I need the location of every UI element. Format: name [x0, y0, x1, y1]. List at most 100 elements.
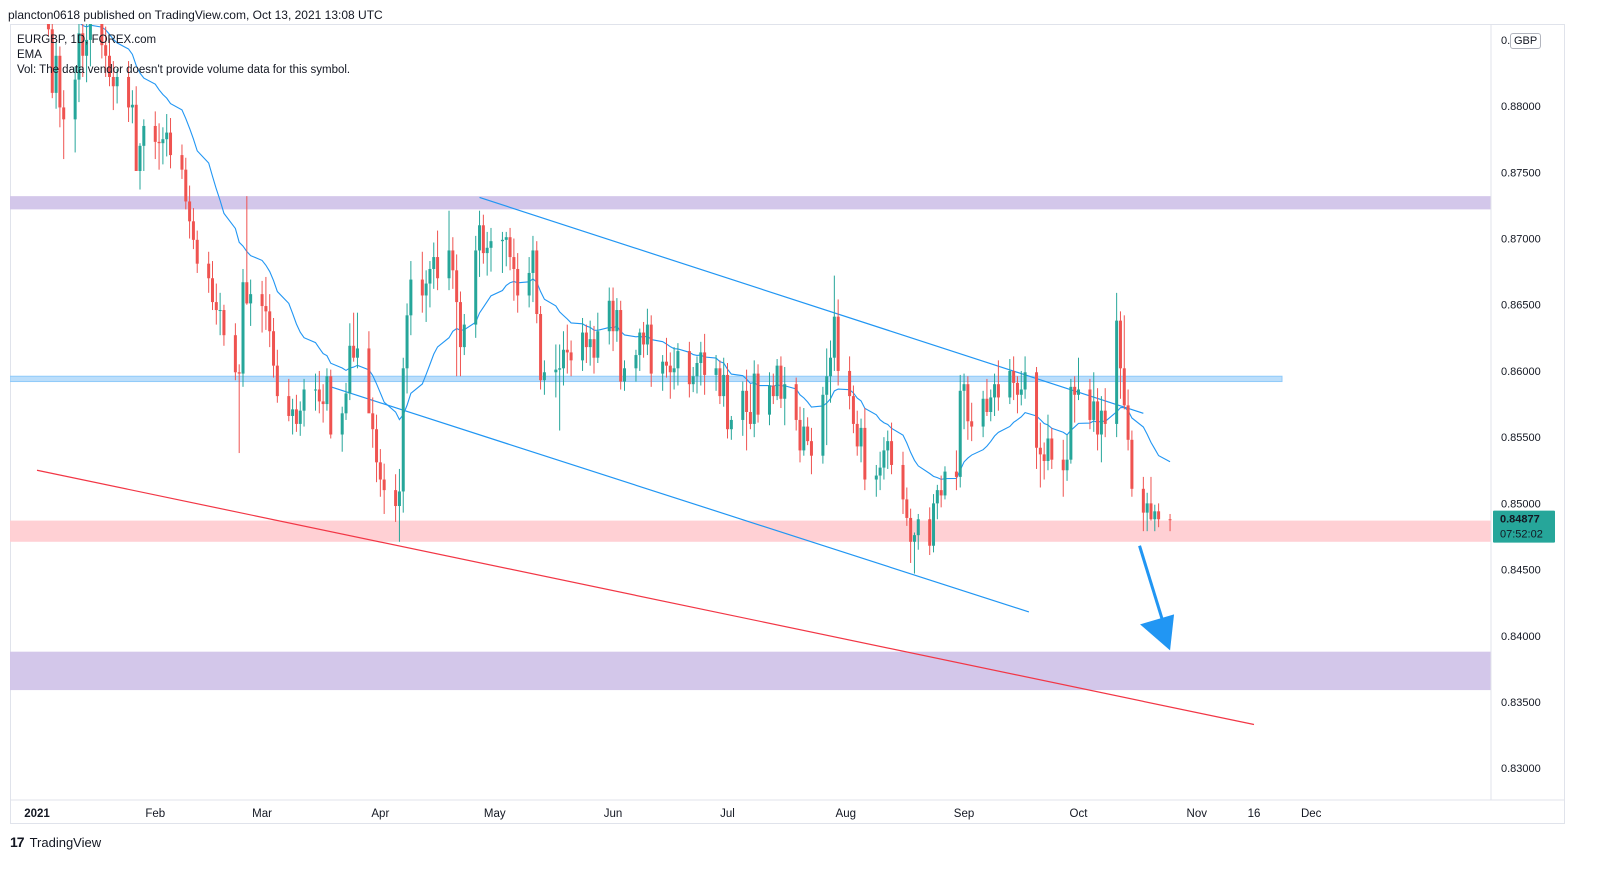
zone-purple-3 [10, 651, 1491, 691]
price-tick-label: 0.86500 [1501, 300, 1541, 312]
brand-name: TradingView [29, 834, 102, 850]
candle-body [886, 441, 890, 451]
candle-body [329, 376, 333, 435]
candle-body [859, 427, 863, 447]
candle-body [993, 384, 997, 398]
candle-body [836, 316, 840, 371]
candle-body [462, 324, 466, 348]
candle-body [207, 263, 211, 279]
candle-body [1019, 389, 1023, 395]
candle-body [138, 145, 142, 171]
time-tick-label: May [484, 808, 506, 820]
candle-body [531, 250, 535, 273]
zone-blue-1 [10, 375, 1283, 383]
candle-body [932, 503, 936, 546]
candle-body [714, 368, 718, 375]
candle-body [619, 310, 623, 382]
zone-red-2 [10, 520, 1491, 542]
candle-body [378, 462, 382, 480]
candle-body [668, 365, 672, 373]
candle-body [1149, 503, 1153, 520]
candle-body [1042, 454, 1046, 461]
candle-body [111, 76, 115, 87]
candle-body [642, 332, 646, 345]
candle-body [195, 239, 199, 264]
ema-line [80, 24, 1171, 480]
candle-body [901, 464, 905, 500]
candle-body [1073, 386, 1077, 395]
time-tick-label: Nov [1187, 808, 1208, 820]
candle-body [401, 368, 405, 492]
candle-body [912, 535, 916, 542]
candle-body [451, 250, 455, 271]
candle-body [1092, 401, 1096, 420]
candle-body [81, 33, 85, 56]
candle-body [382, 479, 386, 491]
footer-brand[interactable]: 17 TradingView [10, 834, 101, 850]
candle-body [767, 385, 771, 415]
candle-body [85, 39, 89, 56]
candle-body [1153, 511, 1157, 520]
candle-body [1076, 389, 1080, 395]
candle-body [367, 348, 371, 414]
currency-unit-badge[interactable]: GBP [1510, 33, 1542, 49]
time-tick-label: Dec [1301, 808, 1322, 820]
tradingview-logo-icon: 17 [10, 834, 25, 850]
candle-body [996, 384, 1000, 398]
candle-body [344, 393, 348, 414]
candle-body [287, 396, 291, 416]
candle-body [272, 331, 276, 366]
candle-body [874, 475, 878, 480]
candle-body [809, 441, 813, 456]
candle-body [718, 368, 722, 397]
candle-body [420, 279, 424, 296]
candle-body [565, 349, 569, 353]
candle-body [1023, 372, 1027, 390]
candle-body [134, 104, 138, 171]
candle-body [916, 519, 920, 536]
candle-body [352, 345, 356, 358]
time-tick-label: 16 [1248, 808, 1261, 820]
candle-body [542, 372, 546, 381]
candle-body [241, 282, 245, 374]
chart-legend: EURGBP, 1D, FOREX.com EMA Vol: The data … [17, 33, 350, 78]
candle-body [1069, 386, 1073, 460]
candle-body [458, 302, 462, 348]
candle-body [100, 24, 104, 46]
time-tick-label: Mar [252, 808, 272, 820]
candle-body [1103, 410, 1107, 424]
candle-body [317, 389, 321, 402]
candle-body [535, 250, 539, 315]
candle-body [222, 310, 226, 336]
time-tick-label: Aug [836, 808, 856, 820]
candle-body [298, 410, 302, 424]
candle-body [165, 132, 169, 140]
publish-info: plancton0618 published on TradingView.co… [8, 8, 383, 22]
candle-body [260, 294, 264, 307]
candle-body [264, 306, 268, 312]
candle-body [1096, 401, 1100, 435]
time-tick-label: Jun [604, 808, 623, 820]
candle-body [455, 270, 459, 303]
symbol-info[interactable]: EURGBP, 1D, FOREX.com [17, 34, 157, 46]
price-axis: 0.885000.880000.875000.870000.865000.860… [1490, 24, 1541, 800]
candle-body [355, 348, 359, 358]
candle-body [958, 390, 962, 477]
candle-body [294, 409, 298, 424]
candle-body [1012, 370, 1016, 383]
candle-body [909, 517, 913, 542]
candle-body [73, 79, 77, 120]
candle-body [375, 429, 379, 463]
candle-body [474, 250, 478, 325]
candle-body [882, 450, 886, 468]
candle-body [1141, 488, 1145, 513]
time-axis: 2021 Feb Mar Apr May Jun Jul Aug Sep Oct Nov 16 Dec [10, 799, 1565, 820]
candle-body [890, 441, 894, 465]
candle-body [939, 490, 943, 496]
indicator-label[interactable]: EMA [17, 49, 42, 61]
candle-body [481, 225, 485, 254]
candle-body [966, 384, 970, 422]
zones-layer [10, 196, 1491, 691]
candle-body [638, 332, 642, 356]
